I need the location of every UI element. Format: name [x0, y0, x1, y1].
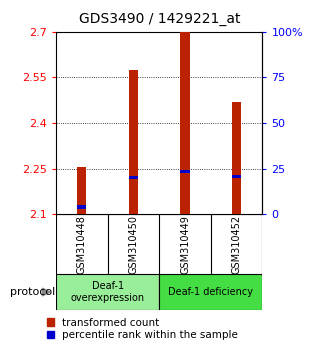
- Text: Deaf-1 deficiency: Deaf-1 deficiency: [168, 287, 253, 297]
- Bar: [56, 274, 159, 310]
- Bar: [232, 175, 241, 178]
- Bar: [180, 170, 190, 173]
- Bar: [129, 176, 138, 179]
- Bar: [232, 102, 241, 214]
- Text: GSM310449: GSM310449: [180, 215, 190, 274]
- Text: GSM310450: GSM310450: [128, 215, 139, 274]
- Text: GSM310452: GSM310452: [232, 215, 242, 274]
- Legend: transformed count, percentile rank within the sample: transformed count, percentile rank withi…: [47, 318, 238, 340]
- Bar: [180, 32, 190, 214]
- Bar: [77, 205, 86, 209]
- Text: GSM310448: GSM310448: [77, 215, 87, 274]
- Bar: [77, 167, 86, 214]
- Bar: [129, 70, 138, 214]
- Text: GDS3490 / 1429221_at: GDS3490 / 1429221_at: [79, 12, 241, 27]
- Text: protocol: protocol: [10, 287, 55, 297]
- Text: Deaf-1
overexpression: Deaf-1 overexpression: [70, 281, 145, 303]
- Bar: [159, 274, 262, 310]
